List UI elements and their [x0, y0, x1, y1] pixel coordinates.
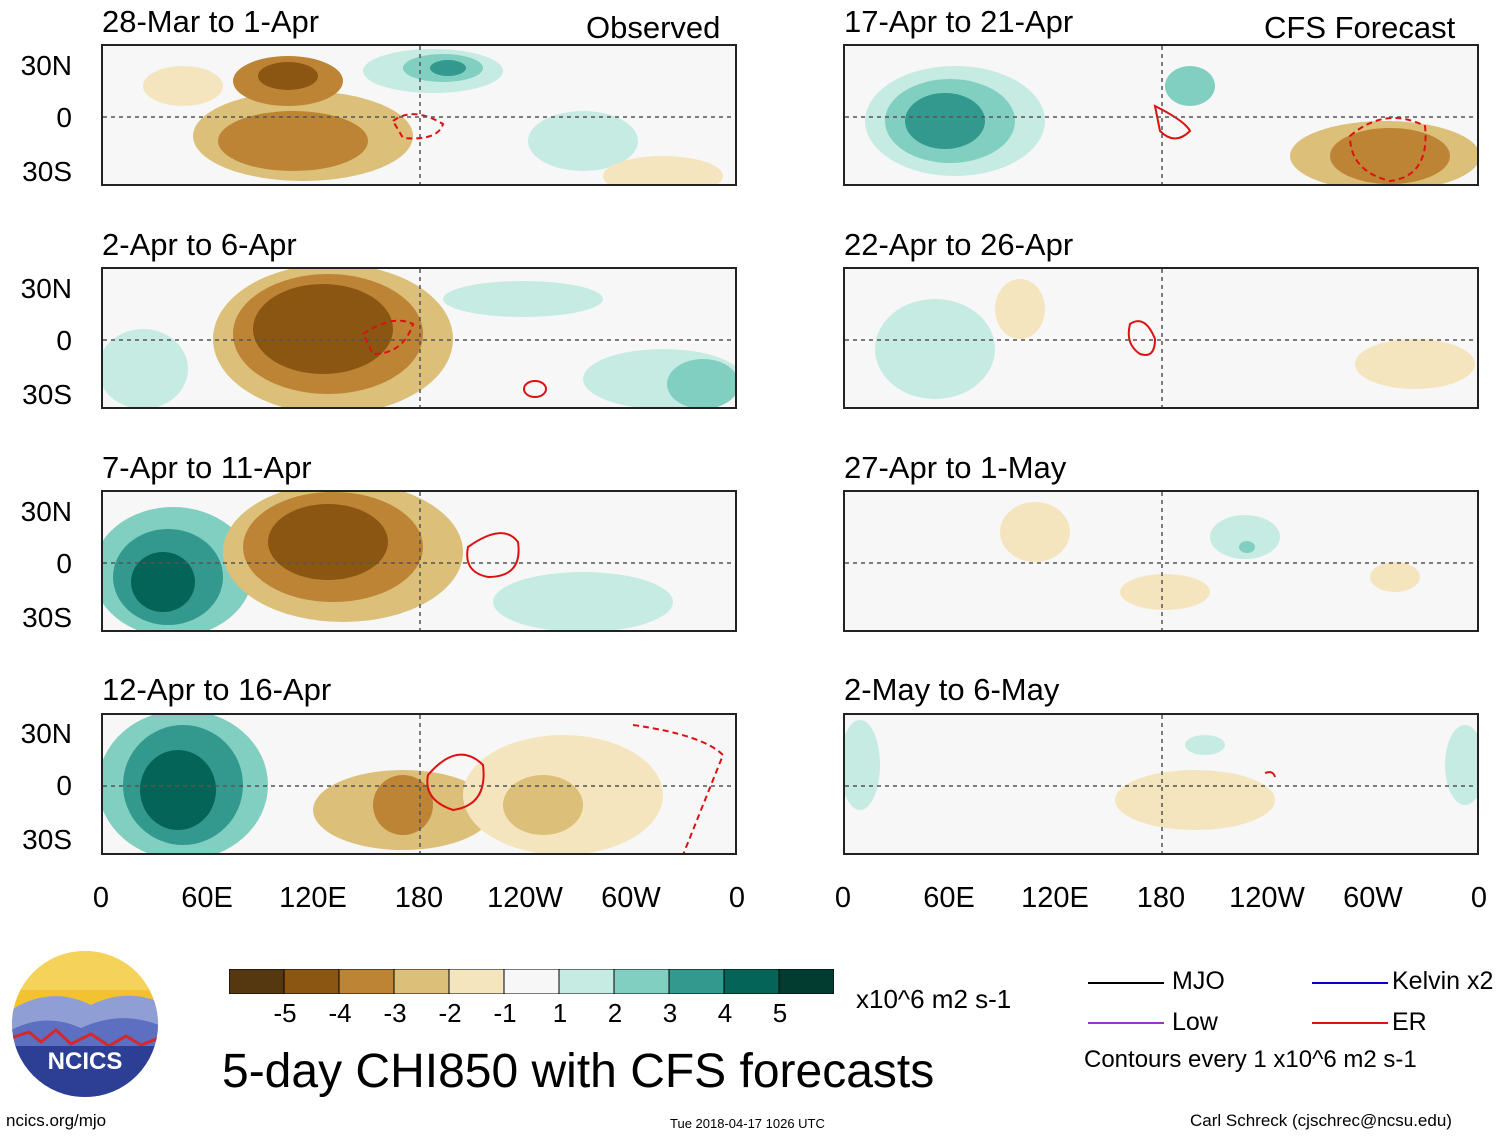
- colorbar-swatch: [613, 968, 670, 995]
- panel-title-left-4: 12-Apr to 16-Apr: [102, 672, 332, 707]
- colorbar-tick: -5: [273, 998, 297, 1028]
- map-panel-right-1: [843, 44, 1479, 186]
- lat-label-0: 0: [56, 770, 72, 801]
- lat-label-0: 0: [56, 548, 72, 579]
- panel-title-right-4: 2-May to 6-May: [844, 672, 1060, 707]
- colorbar-swatch: [283, 968, 340, 995]
- colorbar-swatch: [668, 968, 725, 995]
- map-panel-left-1: [101, 44, 737, 186]
- lat-label-0: 0: [56, 102, 72, 133]
- colorbar-swatch: [503, 968, 560, 995]
- legend-label-kelvin: Kelvin x2: [1392, 967, 1494, 995]
- map-field-right-1: [845, 46, 1477, 184]
- legend-label-low: Low: [1172, 1008, 1218, 1036]
- colorbar-swatch: [778, 968, 835, 995]
- lat-label-30n: 30N: [20, 718, 72, 749]
- colorbar-swatches: [228, 968, 835, 995]
- footer-author: Carl Schreck (cjschrec@ncsu.edu): [1190, 1111, 1452, 1130]
- map-field-left-4: [103, 715, 735, 853]
- lon-label-120e: 120E: [1021, 882, 1089, 914]
- colorbar-swatch: [723, 968, 780, 995]
- colorbar-swatch: [228, 968, 285, 995]
- lon-label-0: 0: [1470, 882, 1488, 914]
- lon-label-60w: 60W: [1343, 882, 1403, 914]
- colorbar-tick: 3: [662, 998, 678, 1028]
- panel-title-right-2: 22-Apr to 26-Apr: [844, 227, 1074, 262]
- colorbar-tick: 4: [717, 998, 733, 1028]
- colorbar-swatch: [558, 968, 615, 995]
- legend-line-mjo: [1088, 982, 1164, 984]
- map-field-right-3: [845, 492, 1477, 630]
- colorbar-tick: -2: [438, 998, 462, 1028]
- figure-title: 5-day CHI850 with CFS forecasts: [222, 1045, 935, 1098]
- legend-note: Contours every 1 x10^6 m2 s-1: [1084, 1046, 1417, 1073]
- colorbar-swatch: [393, 968, 450, 995]
- panel-title-right-1: 17-Apr to 21-Apr: [844, 4, 1074, 39]
- lon-label-60w: 60W: [601, 882, 661, 914]
- observed-label: Observed: [586, 10, 721, 45]
- legend-line-low: [1088, 1022, 1164, 1024]
- panel-title-right-3: 27-Apr to 1-May: [844, 450, 1067, 485]
- panel-title-left-3: 7-Apr to 11-Apr: [102, 450, 312, 485]
- map-field-right-4: [845, 715, 1477, 853]
- colorbar-swatch: [338, 968, 395, 995]
- map-field-left-3: [103, 492, 735, 630]
- lat-label-0: 0: [56, 325, 72, 356]
- lon-label-120w: 120W: [487, 882, 563, 914]
- colorbar: [228, 968, 835, 999]
- lon-label-0: 0: [834, 882, 852, 914]
- lat-label-30s: 30S: [22, 156, 72, 187]
- map-panel-right-2: [843, 267, 1479, 409]
- lat-label-30n: 30N: [20, 496, 72, 527]
- lon-label-180: 180: [1136, 882, 1186, 914]
- ncics-logo: NCICS: [11, 950, 159, 1098]
- colorbar-tick: 2: [607, 998, 623, 1028]
- lon-label-120w: 120W: [1229, 882, 1305, 914]
- lon-label-0: 0: [92, 882, 110, 914]
- lon-label-60e: 60E: [923, 882, 975, 914]
- map-panel-left-3: [101, 490, 737, 632]
- colorbar-tick: 5: [772, 998, 788, 1028]
- lon-label-120e: 120E: [279, 882, 347, 914]
- lat-label-30n: 30N: [20, 273, 72, 304]
- footer-timestamp: Tue 2018-04-17 1026 UTC: [670, 1116, 825, 1131]
- colorbar-tick: 1: [552, 998, 568, 1028]
- colorbar-tick: -1: [493, 998, 517, 1028]
- colorbar-tick: -4: [328, 998, 352, 1028]
- map-panel-right-3: [843, 490, 1479, 632]
- map-panel-left-4: [101, 713, 737, 855]
- footer-url[interactable]: ncics.org/mjo: [6, 1111, 107, 1130]
- lon-label-180: 180: [394, 882, 444, 914]
- logo-text: NCICS: [48, 1048, 123, 1075]
- legend-line-er: [1312, 1022, 1388, 1024]
- map-field-left-1: [103, 46, 735, 184]
- map-field-left-2: [103, 269, 735, 407]
- colorbar-units: x10^6 m2 s-1: [856, 984, 1012, 1014]
- colorbar-tick: -3: [383, 998, 407, 1028]
- map-panel-right-4: [843, 713, 1479, 855]
- map-field-right-2: [845, 269, 1477, 407]
- legend-line-kelvin: [1312, 982, 1388, 984]
- lat-label-30s: 30S: [22, 602, 72, 633]
- panel-title-left-1: 28-Mar to 1-Apr: [102, 4, 320, 39]
- map-panel-left-2: [101, 267, 737, 409]
- lon-label-60e: 60E: [181, 882, 233, 914]
- colorbar-swatch: [448, 968, 505, 995]
- lat-label-30s: 30S: [22, 379, 72, 410]
- lon-label-0: 0: [728, 882, 746, 914]
- cfs-forecast-label: CFS Forecast: [1264, 10, 1456, 45]
- lat-label-30s: 30S: [22, 824, 72, 855]
- legend-label-mjo: MJO: [1172, 967, 1225, 995]
- panel-title-left-2: 2-Apr to 6-Apr: [102, 227, 297, 262]
- legend-label-er: ER: [1392, 1008, 1427, 1036]
- lat-label-30n: 30N: [20, 50, 72, 81]
